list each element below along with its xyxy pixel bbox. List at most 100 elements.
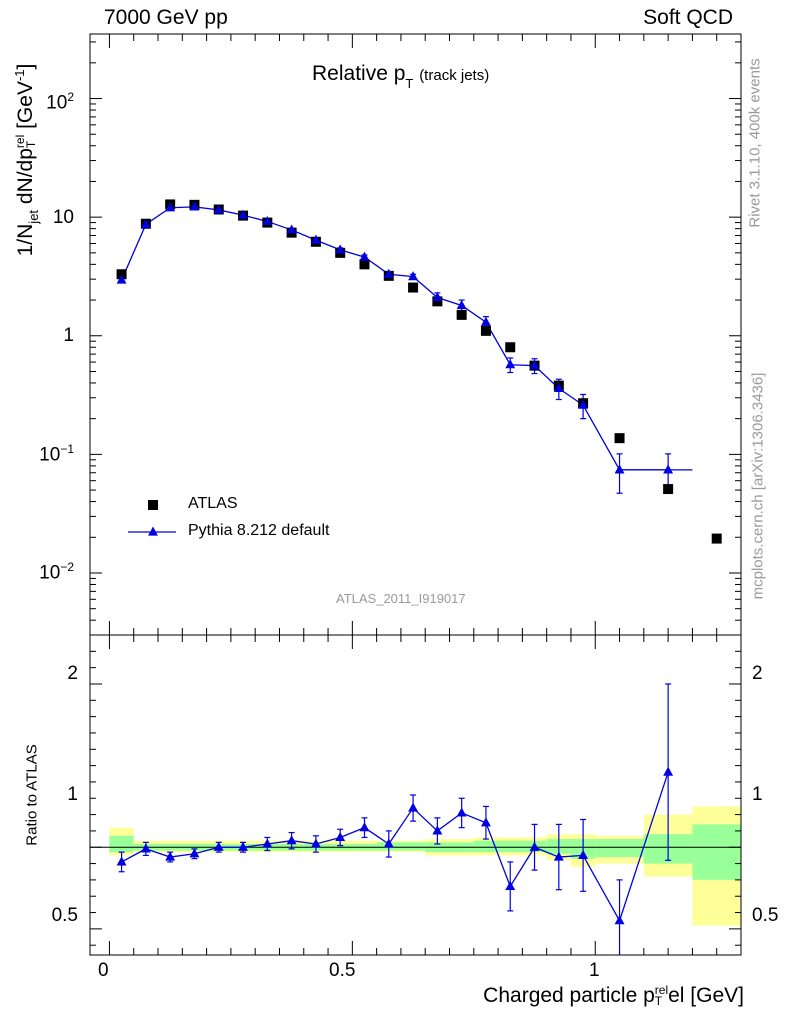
band-inner — [692, 824, 741, 880]
mc-point — [505, 359, 516, 369]
mc-point — [383, 268, 394, 278]
ylabel-part: [GeV — [14, 81, 37, 135]
ratio-ytick-2: 2 — [67, 663, 78, 684]
atlas-point — [456, 309, 467, 320]
xtick-0.5: 0.5 — [329, 960, 356, 981]
axis-ticks — [90, 34, 742, 955]
category-label: Soft QCD — [643, 6, 733, 29]
ratio-mc-point — [213, 841, 224, 851]
ratio-ytick-0.5-right: 0.5 — [752, 905, 779, 926]
plot-title-note: (track jets) — [419, 67, 490, 84]
legend-mc-marker — [148, 526, 158, 536]
xlabel-part: T — [654, 994, 663, 1009]
ratio-mc-point — [408, 802, 419, 812]
ratio-mc-point — [165, 851, 176, 861]
plot-title: Relative pT (track jets) — [312, 62, 490, 91]
mc-point — [408, 271, 419, 281]
xlabel-part: el [GeV] — [668, 984, 744, 1007]
ratio-mc-point — [553, 851, 564, 861]
mc-point — [116, 274, 127, 284]
band-inner — [473, 840, 499, 853]
ytick-label-1: 1 — [63, 325, 74, 346]
ratio-ytick-0.5: 0.5 — [51, 905, 78, 926]
ytick-label-0.1: 10−1 — [39, 442, 74, 466]
mc-point — [286, 224, 297, 234]
ratio-mc-point — [359, 822, 370, 832]
atlas-point — [359, 259, 370, 270]
ratio-mc-line — [121, 771, 669, 923]
ytick-label-100: 102 — [46, 90, 74, 114]
legend-label-pythia: Pythia 8.212 default — [188, 522, 330, 539]
ratio-mc-point — [480, 817, 491, 827]
ratio-mc-point — [310, 838, 321, 848]
ratio-mc-point — [614, 915, 625, 925]
ratio-mc-point — [262, 838, 273, 848]
ratio-mc-point — [383, 838, 394, 848]
band-inner — [595, 839, 644, 858]
ratio-plot-frame — [89, 634, 742, 956]
band-inner — [498, 840, 523, 853]
plot-title-subscript: T — [405, 76, 414, 91]
atlas-point — [408, 282, 419, 293]
xlabel-part: Charged particle p — [483, 984, 655, 1007]
ratio-mc-point — [529, 841, 540, 851]
legend-atlas-marker — [148, 500, 158, 510]
main-plot-frame — [89, 33, 742, 636]
band-inner — [400, 842, 426, 851]
ratio-mc-point — [456, 807, 467, 817]
mc-point — [663, 464, 674, 474]
ratio-data-marks — [116, 683, 674, 955]
mc-point — [578, 399, 589, 409]
ratio-mc-point — [286, 835, 297, 845]
mc-point — [262, 215, 273, 226]
mc-point — [432, 292, 443, 302]
xlabel-part: rel — [654, 983, 669, 998]
ylabel-part: jet — [26, 209, 41, 224]
band-inner — [109, 835, 134, 853]
ratio-mc-point — [189, 848, 200, 858]
mc-point — [529, 360, 540, 370]
ratio-mc-point — [505, 880, 516, 891]
mc-point — [456, 299, 467, 310]
ratio-mc-point — [578, 849, 589, 859]
ylabel-part: 1/N — [14, 223, 37, 257]
atlas-point — [663, 484, 674, 495]
mc-point — [553, 382, 564, 392]
ratio-ylabel-text: Ratio to ATLAS — [23, 744, 41, 846]
ratio-ytick-1: 1 — [67, 784, 78, 805]
rivet-label-text: Rivet 3.1.10, 400k events — [746, 58, 764, 228]
xtick-1: 1 — [589, 960, 600, 981]
ylabel-part: dN/dp — [14, 148, 37, 210]
ratio-mc-point — [432, 825, 443, 835]
mc-point — [359, 251, 370, 261]
xtick-0: 0 — [98, 960, 109, 981]
ylabel-part: -1 — [12, 69, 27, 82]
ratio-uncertainty-bands — [109, 806, 741, 926]
ratio-mc-point — [663, 766, 674, 776]
atlas-point — [711, 533, 722, 544]
ratio-ytick-1-right: 1 — [752, 784, 763, 805]
main-data-marks — [116, 199, 722, 544]
mc-point — [480, 316, 491, 326]
atlas-point — [432, 296, 443, 307]
atlas-point — [614, 433, 625, 444]
mc-point — [238, 209, 248, 219]
energy-label: 7000 GeV pp — [104, 6, 228, 29]
ratio-mc-point — [335, 831, 346, 842]
atlas-point — [480, 325, 491, 336]
ratio-ytick-2-right: 2 — [752, 663, 763, 684]
ratio-mc-point — [238, 841, 248, 851]
mc-point — [140, 218, 151, 228]
atlas-point — [505, 342, 516, 353]
plot-title-main: Relative p — [312, 62, 406, 85]
mcplots-label-text: mcplots.cern.ch [arXiv:1306.3436] — [749, 372, 767, 600]
mc-point — [310, 234, 321, 244]
mc-point — [335, 244, 346, 254]
mc-line — [120, 206, 669, 471]
ratio-mc-point — [116, 856, 127, 866]
ytick-label-0.01: 10−2 — [39, 560, 74, 584]
legend-markers — [128, 500, 176, 536]
mc-point — [165, 202, 176, 212]
analysis-id: ATLAS_2011_I919017 — [336, 591, 466, 606]
